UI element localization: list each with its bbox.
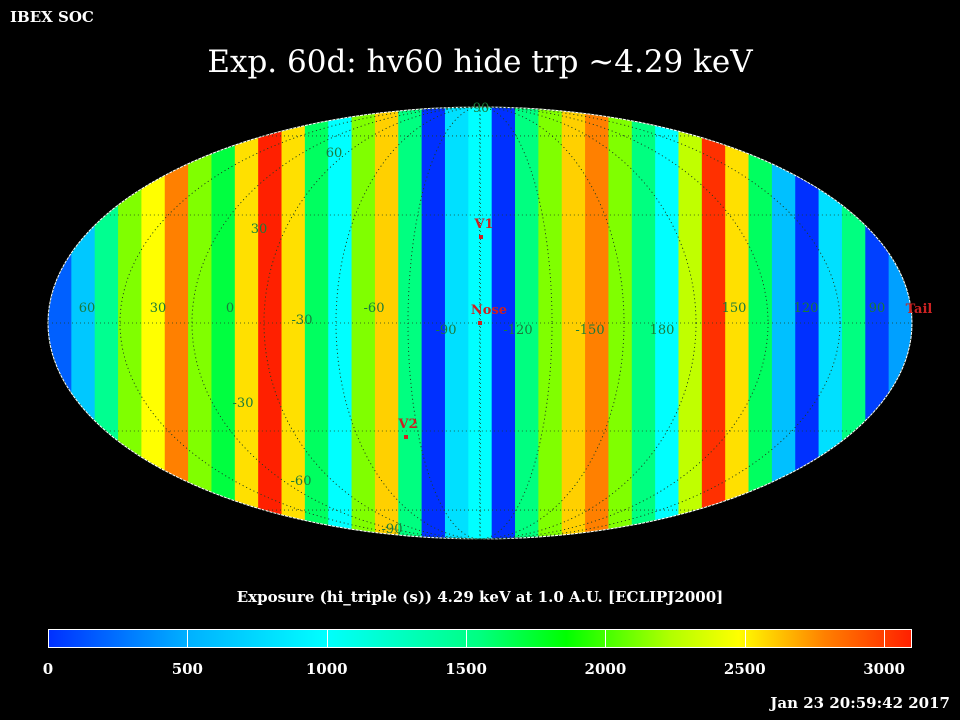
colorbar-tick — [326, 630, 328, 647]
exposure-strip — [585, 107, 610, 539]
exposure-strip — [655, 107, 680, 539]
latitude-label: 30 — [251, 222, 268, 237]
longitude-label: 90 — [869, 301, 886, 316]
graticule-meridian — [335, 106, 625, 540]
graticule-meridian — [407, 106, 553, 540]
exposure-strip — [71, 107, 96, 539]
timestamp: Jan 23 20:59:42 2017 — [770, 694, 950, 712]
longitude-label: 150 — [722, 301, 747, 316]
latitude-label: -60 — [291, 474, 312, 489]
longitude-label: 60 — [79, 301, 96, 316]
marker-label: Tail — [906, 302, 933, 317]
colorbar-tick-label: 0 — [42, 660, 54, 678]
longitude-label: -60 — [364, 301, 385, 316]
longitude-label: 180 — [650, 323, 675, 338]
longitude-label: -150 — [575, 323, 604, 338]
exposure-strip — [94, 107, 119, 539]
exposure-strip — [818, 107, 843, 539]
marker-dot — [404, 435, 408, 439]
exposure-strip — [281, 107, 306, 539]
exposure-strip — [234, 107, 259, 539]
graticule-meridian — [263, 106, 697, 540]
longitude-label: -30 — [292, 313, 313, 328]
exposure-strip — [795, 107, 820, 539]
graticule-meridian — [191, 106, 769, 540]
exposure-strip — [211, 107, 236, 539]
exposure-strip — [258, 107, 283, 539]
colorbar — [48, 629, 912, 648]
sky-map: 60 30 0 -30 -60 -90 -120 -150 180 150 120 90 90 60 30 -… — [47, 101, 933, 540]
colorbar-tick-label: 2000 — [584, 660, 627, 678]
marker-label: Nose — [471, 303, 507, 318]
colorbar-tick-label: 2500 — [723, 660, 766, 678]
exposure-strip — [515, 107, 539, 539]
marker-dot — [478, 321, 482, 325]
latitude-label: -30 — [233, 396, 254, 411]
org-label: IBEX SOC — [10, 8, 94, 26]
longitude-label: -90 — [436, 323, 457, 338]
colorbar-caption: Exposure (hi_triple (s)) 4.29 keV at 1.0… — [236, 588, 724, 606]
exposure-strip — [725, 107, 750, 539]
exposure-strip — [118, 107, 143, 539]
exposure-strip — [678, 107, 703, 539]
colorbar-tick — [884, 630, 886, 647]
graticule-meridian — [119, 106, 841, 540]
exposure-strip — [398, 107, 423, 539]
colorbar-tick-label: 1000 — [305, 660, 348, 678]
exposure-strip — [701, 107, 726, 539]
marker-label: V1 — [473, 217, 493, 232]
longitude-label: 0 — [226, 301, 234, 316]
longitude-label: 120 — [794, 301, 819, 316]
colorbar-tick — [187, 630, 189, 647]
latitude-label: 90 — [473, 101, 490, 116]
exposure-strip — [561, 107, 586, 539]
latitude-label: 60 — [326, 146, 343, 161]
colorbar-tick — [605, 630, 607, 647]
exposure-strip — [491, 107, 516, 539]
exposure-strip — [351, 107, 376, 539]
longitude-label: 30 — [150, 301, 167, 316]
latitude-label: -90 — [382, 522, 403, 537]
exposure-strip — [421, 107, 446, 539]
colorbar-tick — [466, 630, 468, 647]
marker-dot — [479, 235, 483, 239]
map-title: Exp. 60d: hv60 hide trp ~4.29 keV — [207, 44, 753, 80]
colorbar-tick-label: 500 — [171, 660, 203, 678]
exposure-strip — [374, 107, 399, 539]
graticule-meridian — [47, 106, 913, 540]
marker-label: V2 — [397, 417, 417, 432]
colorbar-tick-label: 1500 — [445, 660, 487, 678]
colorbar-tick-label: 3000 — [863, 660, 905, 678]
exposure-strip — [141, 107, 166, 539]
exposure-strip — [841, 107, 866, 539]
exposure-strip — [538, 107, 563, 539]
colorbar-tick — [744, 630, 746, 647]
longitude-label: -120 — [503, 323, 532, 338]
exposure-strip — [631, 107, 656, 539]
